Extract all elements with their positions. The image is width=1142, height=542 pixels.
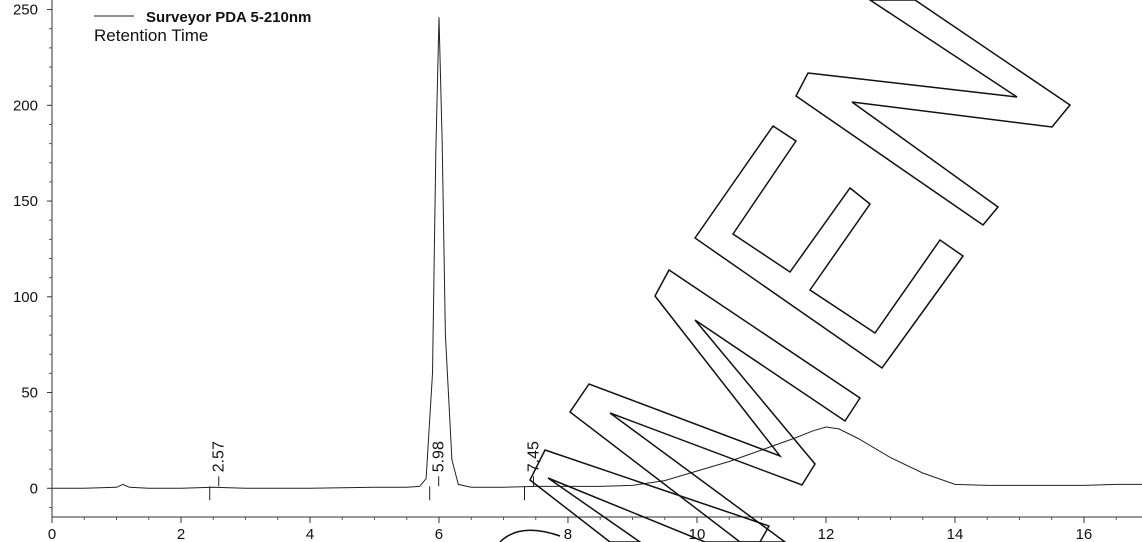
x-tick-label: 14 <box>947 526 964 542</box>
y-tick-group: 0 50 100 150 200 250 <box>13 2 52 508</box>
series-line <box>52 17 1142 489</box>
x-tick-label: 6 <box>435 526 443 542</box>
legend: Surveyor PDA 5-210nm Retention Time <box>94 9 311 45</box>
watermark-logo <box>499 0 1072 542</box>
peak-marker-group: 2.57 5.98 7.45 <box>209 441 543 501</box>
peak-label: 7.45 <box>526 441 543 472</box>
x-tick-label: 10 <box>689 526 706 542</box>
y-tick-label: 250 <box>13 2 38 19</box>
x-tick-label: 2 <box>177 526 185 542</box>
x-tick-label: 4 <box>306 526 314 542</box>
x-tick-group: 0 2 4 6 8 10 12 14 16 <box>48 517 1117 542</box>
x-tick-label: 12 <box>818 526 835 542</box>
watermark-letter-m <box>568 268 862 542</box>
x-tick-label: 0 <box>48 526 56 542</box>
y-tick-label: 50 <box>21 385 38 402</box>
x-tick-label: 16 <box>1076 526 1093 542</box>
x-tick-label: 8 <box>564 526 572 542</box>
y-tick-label: 150 <box>13 193 38 210</box>
watermark-letter-e <box>693 124 965 370</box>
peak-label: 5.98 <box>431 441 448 472</box>
chart-subtitle: Retention Time <box>94 26 208 45</box>
y-tick-label: 100 <box>13 289 38 306</box>
watermark-arc <box>499 529 561 542</box>
y-tick-label: 0 <box>30 480 38 497</box>
watermark-letter-n <box>795 0 1072 227</box>
y-tick-label: 200 <box>13 97 38 114</box>
legend-label: Surveyor PDA 5-210nm <box>146 9 311 26</box>
peak-label: 2.57 <box>211 441 228 472</box>
watermark-letter-partial <box>529 449 771 542</box>
